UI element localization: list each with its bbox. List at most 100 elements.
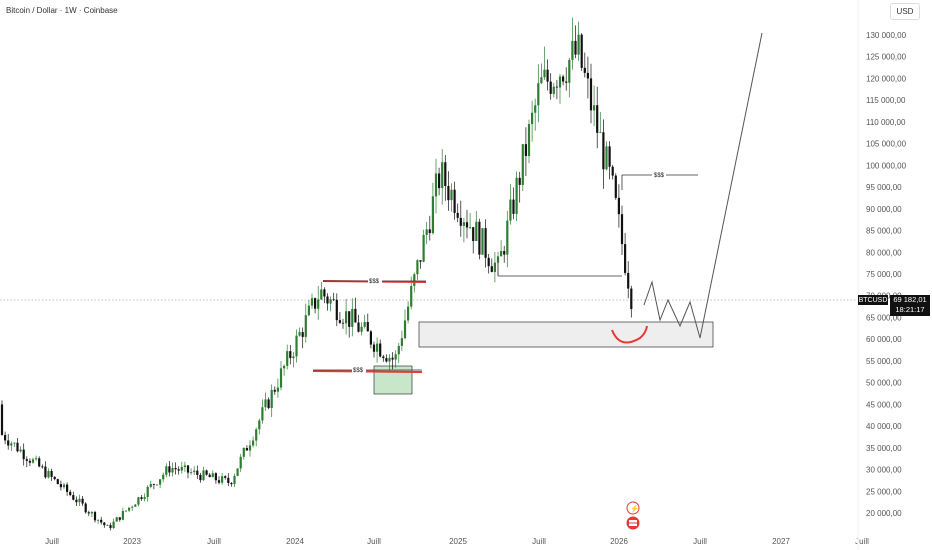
candle-body — [407, 306, 410, 321]
candle-body — [438, 173, 441, 189]
y-tick-label: 60 000,00 — [866, 335, 902, 344]
candle-body — [593, 105, 596, 111]
candle-body — [338, 320, 341, 323]
candle-body — [202, 470, 205, 481]
chart-title: Bitcoin / Dollar · 1W · Coinbase — [6, 6, 118, 15]
candle-body — [180, 467, 183, 471]
y-tick-label: 65 000,00 — [866, 313, 902, 322]
candle-body — [211, 473, 214, 478]
y-tick-label: 90 000,00 — [866, 205, 902, 214]
x-tick-label: Juill — [532, 537, 546, 546]
candle-body — [162, 474, 165, 480]
candle-body — [500, 251, 503, 257]
candle-body — [279, 368, 283, 388]
candle-body — [416, 260, 419, 275]
candle-body — [41, 466, 44, 468]
candle-body — [155, 484, 159, 486]
currency-button[interactable]: USD — [890, 3, 920, 20]
x-tick-label: 2026 — [610, 537, 628, 546]
flash-event-icon[interactable]: ⚡ — [626, 501, 640, 515]
candle-body — [230, 483, 233, 485]
candle-body — [258, 420, 261, 430]
candle-body — [376, 343, 379, 352]
candle-body — [69, 491, 72, 496]
candle-body — [425, 229, 428, 235]
candle-body — [521, 144, 524, 185]
candle-body — [354, 308, 357, 323]
candle-body — [103, 522, 106, 526]
candle-body — [403, 320, 407, 339]
projection-path[interactable] — [643, 32, 763, 339]
candle-body — [562, 76, 565, 82]
red-reversal-arc[interactable] — [611, 325, 648, 344]
candle-body — [540, 77, 543, 84]
candle-body — [22, 449, 25, 460]
candle-body — [261, 407, 264, 421]
y-tick-label: 50 000,00 — [866, 379, 902, 388]
candle-body — [546, 69, 549, 82]
candle-body — [270, 389, 273, 409]
candle-body — [422, 234, 425, 262]
candle-body — [221, 476, 224, 483]
y-tick-label: 85 000,00 — [866, 227, 902, 236]
candle-body — [121, 511, 124, 520]
candle-body — [283, 365, 286, 369]
candle-body — [475, 221, 478, 242]
candle-body — [332, 299, 335, 301]
candle-body — [227, 477, 230, 484]
flag-event-icon[interactable] — [626, 516, 640, 530]
candle-body — [109, 525, 112, 529]
candle-body — [419, 260, 422, 262]
candle-body — [589, 78, 593, 111]
x-tick-label: Juill — [693, 537, 707, 546]
candle-body — [177, 469, 180, 471]
candle-body — [431, 196, 434, 234]
candle-body — [38, 458, 41, 467]
x-tick-label: 2023 — [123, 537, 141, 546]
candle-body — [465, 222, 469, 228]
y-tick-label: 30 000,00 — [866, 466, 902, 475]
candle-body — [292, 356, 295, 359]
candle-body — [267, 399, 270, 409]
candle-body — [199, 474, 202, 481]
candle-body — [605, 146, 608, 170]
y-tick-label: 35 000,00 — [866, 444, 902, 453]
candle-body — [255, 429, 258, 441]
y-tick-label: 45 000,00 — [866, 400, 902, 409]
grey-demand-zone[interactable] — [418, 321, 714, 348]
candle-body — [549, 81, 552, 94]
candle-body — [19, 449, 22, 452]
candle-body — [124, 510, 128, 512]
candle-body — [624, 244, 627, 273]
candle-body — [527, 124, 531, 156]
candle-body — [171, 468, 174, 473]
candle-body — [496, 256, 500, 263]
candle-body — [248, 445, 252, 451]
candle-body — [456, 212, 459, 218]
candle-body — [363, 322, 366, 327]
candle-body — [146, 486, 149, 498]
candle-body — [62, 484, 66, 488]
y-tick-label: 100 000,00 — [866, 161, 907, 170]
y-tick-label: 75 000,00 — [866, 270, 902, 279]
candle-body — [190, 472, 193, 473]
candle-body — [472, 227, 475, 242]
candle-body — [345, 311, 348, 324]
candle-body — [450, 189, 453, 201]
price-box: 69 182,01 18:21:17 — [890, 295, 930, 316]
liq-top-bg — [368, 277, 382, 284]
candle-body — [50, 470, 53, 477]
bar-countdown: 18:21:17 — [895, 305, 925, 314]
candle-body — [366, 322, 369, 332]
candle-body — [459, 217, 462, 226]
candle-body — [323, 289, 326, 297]
x-axis: Juill 2023 Juill 2024 Juill 2025 Juill 2026 Juil… — [45, 537, 869, 546]
candle-body — [100, 519, 103, 523]
candle-body — [317, 299, 320, 309]
candle-body — [586, 72, 589, 79]
red-support-line[interactable] — [312, 370, 423, 373]
candle-body — [534, 105, 537, 113]
candle-body — [372, 344, 376, 352]
candle-body — [627, 272, 630, 289]
